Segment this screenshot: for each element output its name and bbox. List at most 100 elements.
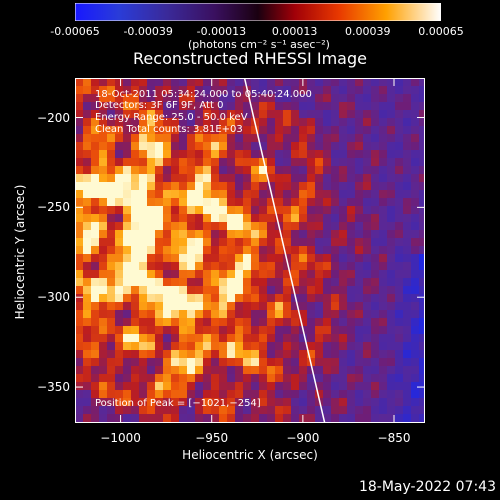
heatmap-cell — [139, 214, 147, 222]
heatmap-cell — [323, 182, 331, 190]
heatmap-cell — [83, 126, 91, 134]
heatmap-cell — [227, 86, 235, 94]
heatmap-cell — [235, 110, 243, 118]
heatmap-cell — [83, 198, 91, 206]
heatmap-cell — [203, 94, 211, 102]
heatmap-cell — [147, 174, 155, 182]
heatmap-cell — [139, 166, 147, 174]
heatmap-cell — [251, 174, 259, 182]
heatmap-cell — [267, 206, 275, 214]
heatmap-cell — [163, 406, 171, 414]
heatmap-cell — [243, 398, 251, 406]
heatmap-cell — [251, 406, 259, 414]
heatmap-cell — [291, 366, 299, 374]
heatmap-cell — [219, 358, 227, 366]
heatmap-cell — [331, 302, 339, 310]
heatmap-cell — [131, 406, 139, 414]
x-tick-label: −1000 — [100, 431, 141, 445]
heatmap-cell — [339, 94, 347, 102]
y-tick-label: −350 — [37, 380, 70, 395]
heatmap-cell — [371, 318, 379, 326]
heatmap-cell — [267, 262, 275, 270]
heatmap-cell — [227, 270, 235, 278]
heatmap-cell — [267, 382, 275, 390]
heatmap-cell — [83, 414, 91, 422]
heatmap-cell — [411, 102, 419, 110]
heatmap-cell — [99, 350, 107, 358]
heatmap-cell — [115, 142, 123, 150]
heatmap-cell — [147, 230, 155, 238]
heatmap-cell — [179, 406, 187, 414]
heatmap-cell — [419, 262, 425, 270]
heatmap-cell — [139, 254, 147, 262]
heatmap-cell — [115, 166, 123, 174]
heatmap-cell — [155, 390, 163, 398]
heatmap-cell — [235, 126, 243, 134]
heatmap-cell — [395, 358, 403, 366]
heatmap-cell — [203, 270, 211, 278]
heatmap-cell — [371, 262, 379, 270]
heatmap-cell — [363, 134, 371, 142]
heatmap-cell — [299, 254, 307, 262]
heatmap-cell — [163, 286, 171, 294]
heatmap-cell — [83, 206, 91, 214]
heatmap-cell — [371, 334, 379, 342]
heatmap-cell — [419, 158, 425, 166]
heatmap-cell — [363, 230, 371, 238]
heatmap-cell — [195, 174, 203, 182]
heatmap-cell — [187, 390, 195, 398]
heatmap-cell — [243, 158, 251, 166]
heatmap-cell — [131, 190, 139, 198]
heatmap-cell — [395, 294, 403, 302]
heatmap-cell — [307, 262, 315, 270]
heatmap-cell — [363, 358, 371, 366]
heatmap-cell — [387, 142, 395, 150]
heatmap-cell — [355, 406, 363, 414]
heatmap-cell — [339, 230, 347, 238]
heatmap-cell — [203, 406, 211, 414]
heatmap-cell — [211, 278, 219, 286]
heatmap-cell — [171, 110, 179, 118]
heatmap-cell — [251, 350, 259, 358]
heatmap-cell — [155, 86, 163, 94]
heatmap-cell — [187, 142, 195, 150]
heatmap-cell — [227, 414, 235, 422]
heatmap-cell — [355, 230, 363, 238]
heatmap-cell — [163, 190, 171, 198]
heatmap-cell — [227, 102, 235, 110]
heatmap-cell — [83, 214, 91, 222]
heatmap-cell — [195, 222, 203, 230]
heatmap-cell — [347, 134, 355, 142]
heatmap-cell — [203, 230, 211, 238]
heatmap-cell — [387, 78, 395, 86]
heatmap-cell — [115, 382, 123, 390]
heatmap-cell — [139, 230, 147, 238]
heatmap-cell — [171, 294, 179, 302]
heatmap-cell — [411, 110, 419, 118]
heatmap-cell — [179, 158, 187, 166]
heatmap-cell — [371, 398, 379, 406]
heatmap-cell — [83, 150, 91, 158]
heatmap-cell — [155, 398, 163, 406]
heatmap-cell — [195, 350, 203, 358]
limb-line-segment — [243, 78, 326, 423]
heatmap-cell — [355, 414, 363, 422]
heatmap-cell — [339, 310, 347, 318]
heatmap-cell — [299, 358, 307, 366]
heatmap-cell — [395, 102, 403, 110]
heatmap-cell — [339, 118, 347, 126]
heatmap-cell — [379, 142, 387, 150]
heatmap-cell — [355, 318, 363, 326]
heatmap-cell — [147, 326, 155, 334]
heatmap-cell — [251, 358, 259, 366]
heatmap-cell — [227, 366, 235, 374]
heatmap-cell — [147, 134, 155, 142]
heatmap-cell — [131, 390, 139, 398]
heatmap-cell — [171, 278, 179, 286]
heatmap-cell — [147, 318, 155, 326]
heatmap-cell — [323, 198, 331, 206]
heatmap-cell — [419, 278, 425, 286]
heatmap-cell — [75, 198, 83, 206]
heatmap-cell — [243, 78, 251, 86]
heatmap-cell — [91, 262, 99, 270]
